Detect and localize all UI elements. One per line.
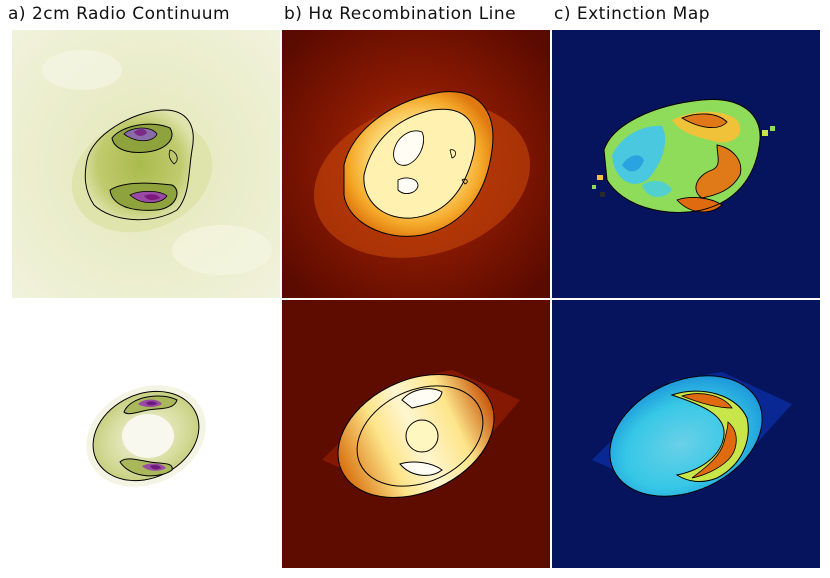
title-radio-continuum: a) 2cm Radio Continuum: [8, 4, 231, 24]
radio-observed-panel: [12, 30, 280, 298]
title-extinction: c) Extinction Map: [554, 4, 711, 24]
radio-model-panel: [12, 300, 280, 568]
radio-model-image: [12, 300, 280, 568]
extinction-observed-image: [552, 30, 820, 298]
row-separator: [12, 298, 820, 300]
halpha-observed-panel: [282, 30, 550, 298]
halpha-model-panel: [282, 300, 550, 568]
halpha-observed-image: [282, 30, 550, 298]
title-halpha: b) Hα Recombination Line: [284, 4, 517, 24]
extinction-model-panel: [552, 300, 820, 568]
halpha-model-image: [282, 300, 550, 568]
extinction-observed-panel: [552, 30, 820, 298]
extinction-model-image: [552, 300, 820, 568]
radio-observed-image: [12, 30, 280, 298]
